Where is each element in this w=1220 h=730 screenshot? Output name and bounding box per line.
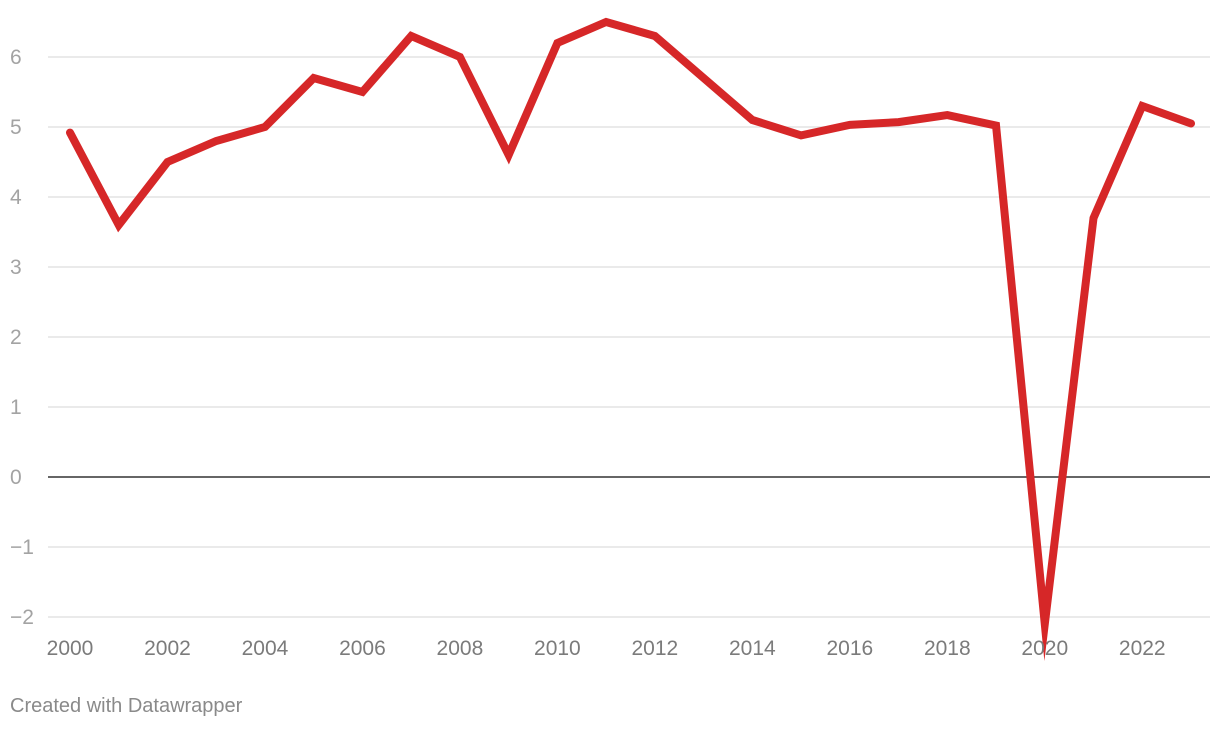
x-tick-label: 2002 — [144, 637, 191, 660]
y-tick-label: 3 — [10, 256, 22, 279]
data-point — [456, 53, 464, 61]
y-tick-label: 5 — [10, 116, 22, 139]
x-tick-label: 2004 — [242, 637, 289, 660]
footer-credit: Created with Datawrapper — [10, 695, 243, 717]
data-point — [261, 123, 269, 131]
x-tick-label: 2022 — [1119, 637, 1166, 660]
data-point — [1090, 214, 1098, 222]
y-tick-label: 2 — [10, 326, 22, 349]
x-tick-label: 2000 — [47, 637, 94, 660]
series-points — [66, 18, 1195, 628]
data-point — [310, 74, 318, 82]
data-point — [115, 221, 123, 229]
data-point — [212, 137, 220, 145]
data-point — [895, 118, 903, 126]
x-tick-label: 2020 — [1021, 637, 1068, 660]
x-tick-label: 2016 — [826, 637, 873, 660]
data-point — [700, 74, 708, 82]
data-point — [1138, 102, 1146, 110]
y-tick-label: −1 — [10, 536, 34, 559]
series-line — [66, 17, 1195, 661]
x-tick-label: 2014 — [729, 637, 776, 660]
y-axis-labels: 6 5 4 3 2 1 0 −1 −2 — [10, 46, 34, 629]
data-point — [748, 116, 756, 124]
x-tick-label: 2012 — [632, 637, 679, 660]
x-tick-label: 2006 — [339, 637, 386, 660]
y-tick-label: 6 — [10, 46, 22, 69]
y-tick-label: −2 — [10, 606, 34, 629]
y-tick-label: 4 — [10, 186, 22, 209]
data-point — [358, 88, 366, 96]
y-tick-label: 1 — [10, 396, 22, 419]
data-point — [553, 39, 561, 47]
data-point — [651, 32, 659, 40]
data-point — [66, 129, 74, 137]
x-tick-label: 2018 — [924, 637, 971, 660]
data-point — [943, 111, 951, 119]
x-axis-labels: 2000 2002 2004 2006 2008 2010 2012 2014 2016 2018… — [47, 637, 1166, 660]
data-point — [1041, 620, 1049, 628]
data-point — [797, 131, 805, 139]
data-point — [407, 32, 415, 40]
y-tick-label: 0 — [10, 466, 22, 489]
data-point — [846, 121, 854, 129]
data-point — [505, 151, 513, 159]
x-tick-label: 2010 — [534, 637, 581, 660]
data-point — [1187, 120, 1195, 128]
x-tick-label: 2008 — [437, 637, 484, 660]
gridlines — [48, 56, 1210, 618]
data-point — [602, 18, 610, 26]
data-point — [163, 158, 171, 166]
data-point — [992, 122, 1000, 130]
